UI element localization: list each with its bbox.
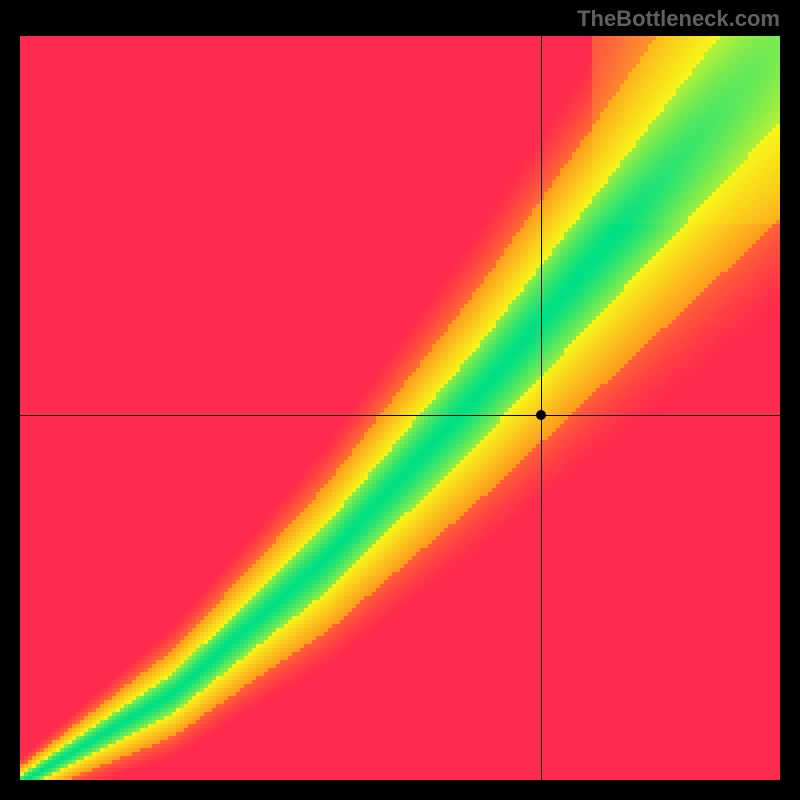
crosshair-horizontal: [20, 415, 780, 416]
watermark-text: TheBottleneck.com: [577, 6, 780, 32]
crosshair-vertical: [541, 36, 542, 780]
heatmap-canvas: [20, 36, 780, 780]
